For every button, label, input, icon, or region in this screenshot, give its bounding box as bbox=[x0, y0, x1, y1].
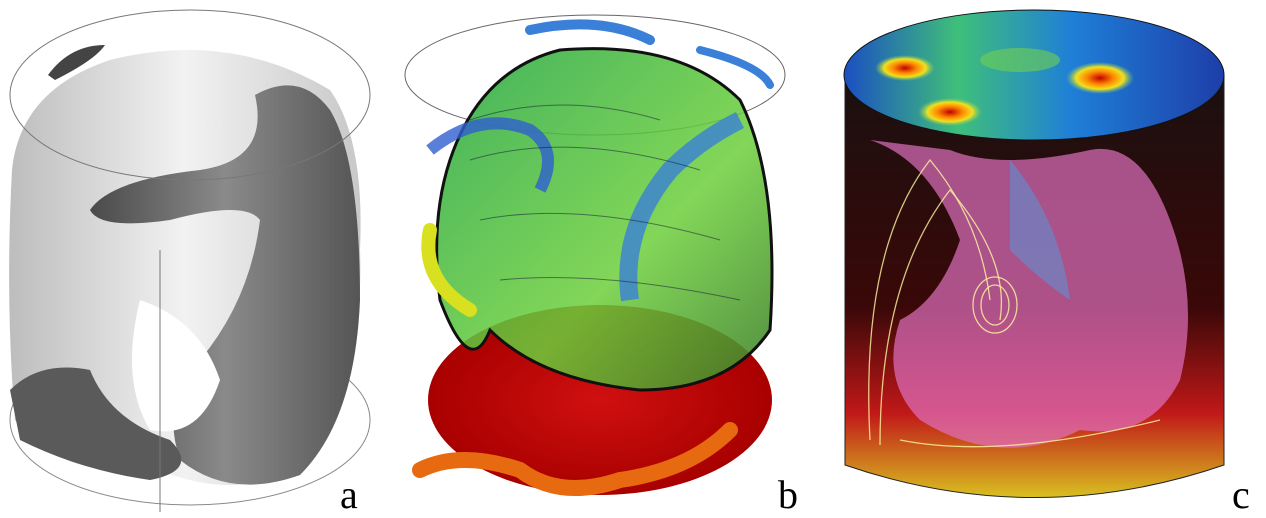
isosurface-green bbox=[437, 49, 772, 390]
panel-a: a bbox=[9, 10, 370, 517]
page: a b c (() => { const data = JSON bbox=[0, 0, 1266, 518]
panel-label: b bbox=[778, 472, 798, 517]
tube bbox=[530, 24, 650, 40]
hot-spot bbox=[875, 55, 935, 81]
panel-label: c bbox=[1232, 472, 1250, 517]
panel-c: c bbox=[844, 10, 1250, 517]
warm-region bbox=[980, 48, 1060, 72]
hot-spot bbox=[918, 98, 982, 126]
figure: a b c bbox=[0, 0, 1266, 518]
panel-label: a bbox=[340, 472, 358, 517]
hot-spot bbox=[1066, 62, 1134, 94]
panel-b: b bbox=[405, 15, 798, 517]
